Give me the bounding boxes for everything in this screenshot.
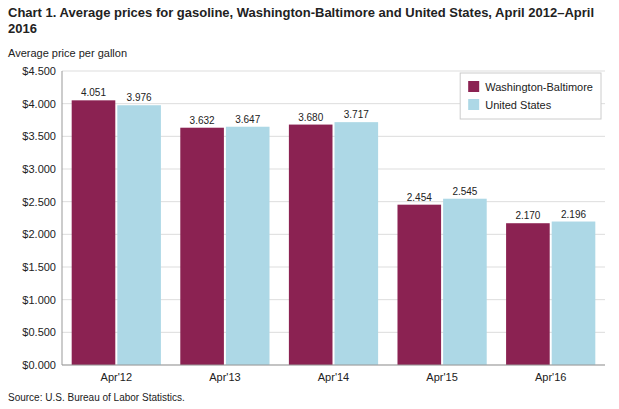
y-tick-label: $3.500 (22, 130, 56, 142)
bar (117, 105, 161, 365)
y-tick-label: $2.000 (22, 228, 56, 240)
x-tick-label: Apr'13 (209, 371, 240, 383)
y-tick-label: $2.500 (22, 196, 56, 208)
data-label: 3.976 (127, 92, 152, 103)
data-label: 2.196 (561, 209, 586, 220)
legend-swatch (468, 99, 479, 110)
bar (180, 128, 224, 365)
data-label: 3.647 (235, 114, 260, 125)
y-tick-label: $4.000 (22, 98, 56, 110)
bar (552, 222, 596, 365)
y-grid (62, 71, 605, 365)
data-label: 4.051 (81, 87, 106, 98)
bar (443, 199, 487, 365)
grid-line (62, 365, 605, 366)
chart-svg: Chart 1. Average prices for gasoline, Wa… (0, 0, 619, 409)
legend-label: United States (485, 99, 552, 111)
data-label: 3.632 (190, 115, 215, 126)
y-axis-line (62, 71, 63, 365)
data-label: 3.680 (298, 112, 323, 123)
y-tick-label: $3.000 (22, 163, 56, 175)
y-tick-label: $4.500 (22, 65, 56, 77)
legend: Washington-Baltimore United States (460, 73, 601, 119)
y-tick-label: $1.000 (22, 294, 56, 306)
y-tick-label: $0.000 (22, 359, 56, 371)
grid-line (62, 71, 605, 72)
bar (397, 205, 441, 365)
y-tick-label: $1.500 (22, 261, 56, 273)
x-tick-label: Apr'16 (535, 371, 566, 383)
legend-swatch (468, 81, 479, 92)
x-tick-label: Apr'15 (426, 371, 457, 383)
y-axis-label: Average price per gallon (8, 47, 127, 59)
bars (72, 100, 596, 365)
title-line: 2016 (8, 21, 37, 36)
data-labels: 4.051 3.632 3.680 2.454 2.170 3.976 3.647 3.717… (81, 87, 586, 221)
source-note: Source: U.S. Bureau of Labor Statistics. (8, 392, 185, 403)
data-label: 2.545 (452, 186, 477, 197)
y-tick-label: $0.500 (22, 326, 56, 338)
bar (289, 125, 333, 365)
chart-container: Chart 1. Average prices for gasoline, Wa… (0, 0, 619, 409)
data-label: 3.717 (344, 109, 369, 120)
bar (226, 127, 270, 365)
x-axis-line (62, 365, 605, 366)
data-label: 2.454 (407, 192, 432, 203)
bar (506, 223, 550, 365)
x-tick-label: Apr'14 (318, 371, 349, 383)
x-tick-label: Apr'12 (101, 371, 132, 383)
data-label: 2.170 (515, 210, 540, 221)
legend-frame (460, 73, 601, 119)
legend-label: Washington-Baltimore (485, 81, 593, 93)
bar (335, 122, 379, 365)
bar (72, 100, 116, 365)
title-line: Chart 1. Average prices for gasoline, Wa… (8, 5, 594, 20)
title: Chart 1. Average prices for gasoline, Wa… (8, 5, 594, 36)
